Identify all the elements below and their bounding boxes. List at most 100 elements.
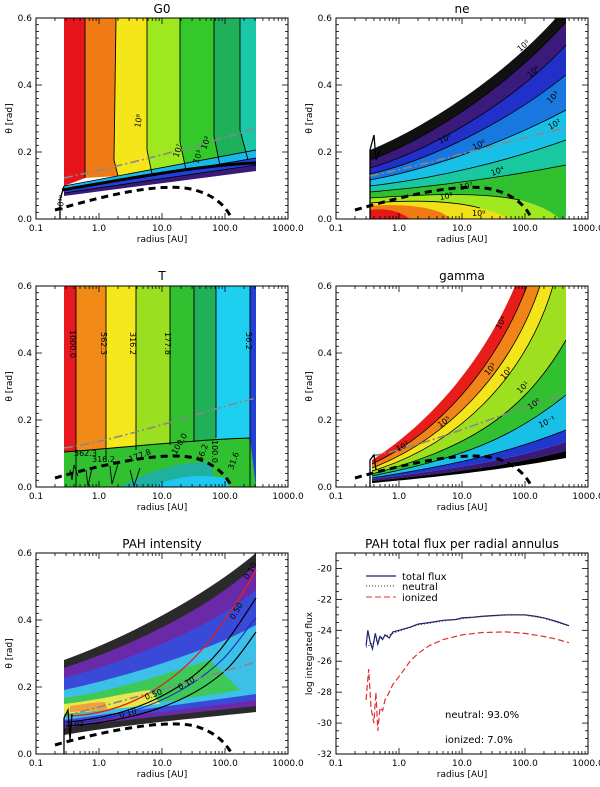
panel-gamma: gamma 10⁴ 10³ 10² 10¹ 10⁰ 10⁻¹ 10⁵ 10² <box>354 269 567 487</box>
panel-pah-intensity: PAH intensity 0.50 0.10 0.50 0.10 0.10 0… <box>54 537 259 754</box>
panel-t: T 1000.0 562.3 316.2 177.8 100.0 56.2 56… <box>54 269 257 487</box>
contour-label: 0.02 <box>68 720 84 728</box>
y-tick-label: 0.0 <box>18 750 33 760</box>
axis-group: 0.1 1.0 10.0 100.0 1000.0 radius [AU] -32 -30 -2… <box>305 552 600 780</box>
y-tick-label: 0.6 <box>318 282 333 292</box>
gamma-band-cyan <box>372 395 566 478</box>
contour-label: 100.0 <box>210 440 219 463</box>
contour-label: 562.3 <box>99 332 108 355</box>
x-tick-label: 1.0 <box>392 492 407 502</box>
gamma-band-green <box>372 340 566 476</box>
x-tick-label: 10.0 <box>452 224 472 234</box>
contour-label: 177.8 <box>163 332 172 355</box>
x-tick-label: 1000.0 <box>572 492 600 502</box>
axis-group: 0.1 1.0 10.0 100.0 1000.0 radius [AU] 0.0 0.2 0.… <box>5 14 304 245</box>
g0-contour <box>84 18 249 178</box>
g0-band-red <box>64 18 85 186</box>
y-tick-label: -22 <box>317 595 332 605</box>
axes-layer: 0.1 1.0 10.0 100.0 1000.0 radius [AU] 0.0 0.2 0.… <box>5 14 600 780</box>
y-tick-label: 0.2 <box>18 148 32 158</box>
contour-label: 0.10 <box>118 707 138 720</box>
pah-blue-contour <box>65 617 257 725</box>
contour-label: 316.2 <box>128 332 137 355</box>
pah-tau-line <box>63 661 257 717</box>
g0-tau-line <box>63 127 257 179</box>
legend-label-ionized: ionized <box>402 593 438 604</box>
y-tick-label: -26 <box>317 657 332 667</box>
y-tick-label: -32 <box>317 750 332 760</box>
x-axis-label: radius [AU] <box>437 503 487 513</box>
ne-field <box>354 18 567 219</box>
x-tick-label: 10.0 <box>152 759 172 769</box>
plot-frame <box>335 552 589 755</box>
y-tick-label: 0.6 <box>18 14 33 24</box>
contour-label: 562.3 <box>74 449 97 458</box>
panel-title: ne <box>455 2 470 16</box>
ne-midplane-line <box>354 185 534 219</box>
x-tick-label: 1000.0 <box>272 492 304 502</box>
y-tick-label: 0.2 <box>18 683 32 693</box>
t-band-red <box>64 286 76 487</box>
y-tick-label: 0.4 <box>18 616 33 626</box>
y-axis-label: θ [rad] <box>5 638 15 668</box>
y-tick-label: -28 <box>317 688 332 698</box>
g0-band-green2 <box>214 18 248 166</box>
panel-g0: G0 10⁸ 10⁷ 10³ 10² 10¹⁰ <box>54 2 257 219</box>
y-tick-label: 0.4 <box>318 349 333 359</box>
g0-band-green <box>180 18 220 170</box>
x-tick-label: 1.0 <box>92 759 107 769</box>
x-tick-label: 1.0 <box>392 224 407 234</box>
axis-group: 0.1 1.0 10.0 100.0 1000.0 radius [AU] 0.0 0.2 0.… <box>305 282 600 513</box>
x-tick-label: 10.0 <box>152 224 172 234</box>
contour-label: 10⁸ <box>133 114 144 129</box>
series-line-ionized <box>365 631 570 731</box>
g0-surface-line <box>61 161 257 192</box>
y-tick-label: 0.6 <box>318 14 333 24</box>
y-tick-label: -30 <box>317 719 332 729</box>
t-band-green2 <box>194 286 216 487</box>
panel-title: T <box>157 269 166 283</box>
gamma-band-yellow <box>372 286 553 471</box>
axis-group: 0.1 1.0 10.0 100.0 1000.0 radius [AU] 0.0 0.2 0.… <box>305 14 600 245</box>
pah-band-orange <box>70 702 108 712</box>
panel-title: PAH intensity <box>122 537 202 551</box>
x-tick-label: 0.1 <box>29 759 43 769</box>
y-tick-label: 0.4 <box>18 349 33 359</box>
y-tick-label: 0.4 <box>18 81 33 91</box>
g0-band-yellow <box>114 18 152 176</box>
gamma-band-black <box>372 451 566 483</box>
series-line-neutral <box>365 614 570 648</box>
x-tick-label: 100.0 <box>512 224 538 234</box>
contour-label: 10⁸ <box>439 191 454 202</box>
legend-label-neutral: neutral <box>402 582 438 593</box>
y-tick-label: -20 <box>317 564 332 574</box>
gamma-band-lime <box>372 286 566 474</box>
gamma-inner-rim <box>369 453 377 487</box>
x-axis-label: radius [AU] <box>137 235 187 245</box>
axis-group: 0.1 1.0 10.0 100.0 1000.0 radius [AU] 0.0 0.2 0.… <box>5 549 304 780</box>
x-tick-label: 1000.0 <box>272 759 304 769</box>
x-tick-label: 10.0 <box>152 492 172 502</box>
pah-field <box>54 553 257 754</box>
x-axis-label: radius [AU] <box>437 770 487 780</box>
y-tick-label: -24 <box>317 626 332 636</box>
t-midplane-line <box>54 454 234 487</box>
gamma-band-orange <box>372 286 540 468</box>
gamma-contours <box>371 286 567 479</box>
x-tick-label: 100.0 <box>212 224 238 234</box>
flux-series-group <box>365 614 570 731</box>
gamma-band-red <box>372 286 527 464</box>
y-axis-label: θ [rad] <box>305 103 315 133</box>
g0-field <box>54 18 257 219</box>
x-tick-label: 1.0 <box>92 492 107 502</box>
ne-tau-line <box>369 127 567 177</box>
y-tick-label: 0.0 <box>18 215 33 225</box>
y-tick-label: 0.6 <box>18 282 33 292</box>
gamma-band-violet <box>372 442 566 481</box>
x-tick-label: 0.1 <box>329 224 343 234</box>
x-tick-label: 100.0 <box>512 492 538 502</box>
y-axis-label: θ [rad] <box>5 371 15 401</box>
y-tick-label: 0.0 <box>318 483 333 493</box>
x-tick-label: 1000.0 <box>272 224 304 234</box>
